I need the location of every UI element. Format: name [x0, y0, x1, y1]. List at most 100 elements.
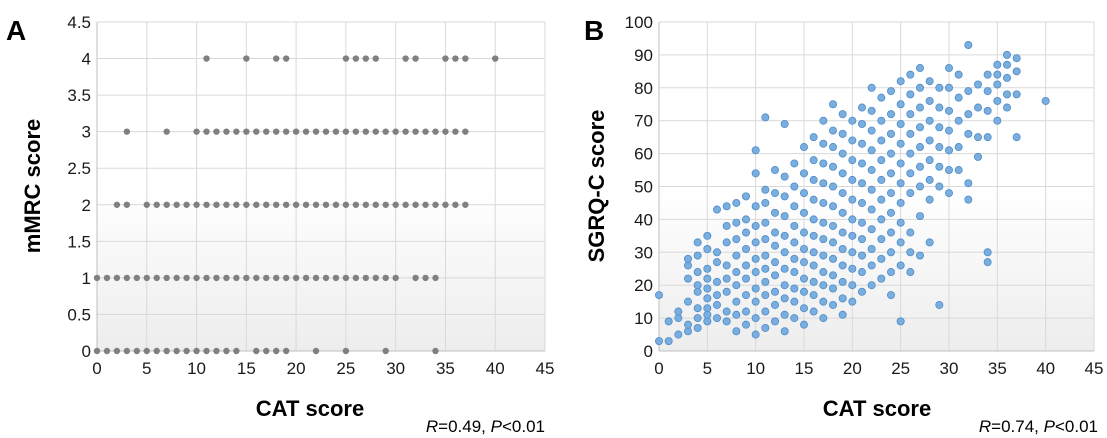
data-point [703, 294, 712, 303]
data-point [402, 55, 409, 62]
data-point [945, 106, 954, 115]
data-point [896, 179, 905, 188]
data-point [213, 128, 220, 135]
x-tick-label: 10 [746, 359, 765, 378]
data-point [790, 221, 799, 230]
data-point [887, 248, 896, 257]
data-point [877, 136, 886, 145]
data-point [732, 327, 741, 336]
data-point [362, 128, 369, 135]
data-point [916, 83, 925, 92]
data-point [123, 128, 131, 135]
data-point [103, 274, 111, 282]
data-point [684, 261, 693, 270]
data-point [935, 103, 944, 112]
data-point [983, 87, 992, 96]
data-point [263, 274, 270, 282]
data-point [925, 96, 934, 105]
data-point [751, 202, 760, 211]
data-point [713, 248, 722, 257]
data-point [732, 235, 741, 244]
data-point [722, 238, 731, 247]
data-point [954, 70, 963, 79]
data-point [732, 297, 741, 306]
data-point [392, 201, 399, 208]
data-point [877, 215, 886, 224]
data-point [780, 248, 789, 257]
data-point [935, 123, 944, 132]
data-point [780, 192, 789, 201]
data-point [848, 195, 857, 204]
data-point [838, 228, 847, 237]
data-point [858, 159, 867, 168]
data-point [1012, 67, 1021, 76]
data-point [123, 201, 131, 208]
data-point [103, 347, 111, 355]
data-point [838, 261, 847, 270]
data-point [193, 274, 200, 282]
data-point [742, 261, 751, 270]
data-point [722, 317, 731, 326]
x-tick-label: 45 [1085, 359, 1104, 378]
data-point [887, 208, 896, 217]
data-point [838, 245, 847, 254]
data-point [906, 90, 915, 99]
data-point [819, 179, 828, 188]
data-point [372, 128, 379, 135]
data-point [655, 291, 664, 300]
data-point [935, 300, 944, 309]
data-point [809, 291, 818, 300]
data-point [263, 347, 270, 355]
data-point [877, 254, 886, 263]
data-point [352, 128, 360, 135]
data-point [193, 201, 200, 208]
y-tick-label: 90 [634, 46, 653, 65]
data-point [1003, 50, 1012, 59]
data-point [780, 119, 789, 128]
data-point [906, 189, 915, 198]
panel-b-grid [658, 21, 1095, 352]
data-point [790, 202, 799, 211]
panel-a-x-tick-labels: 0 5 10 15 20 25 30 35 40 45 [92, 359, 554, 378]
data-point [153, 201, 160, 208]
data-point [906, 129, 915, 138]
data-point [848, 116, 857, 125]
panel-b-points [655, 41, 1050, 346]
data-point [693, 287, 702, 296]
data-point [113, 201, 121, 208]
data-point [664, 337, 673, 346]
data-point [243, 274, 250, 282]
data-point [829, 162, 838, 171]
x-tick-label: 35 [436, 359, 455, 378]
data-point [887, 149, 896, 158]
data-point [954, 93, 963, 102]
y-tick-label: 80 [634, 79, 653, 98]
data-point [896, 139, 905, 148]
data-point [372, 55, 379, 62]
data-point [693, 314, 702, 323]
panel-a-letter: A [6, 15, 26, 46]
data-point [771, 228, 780, 237]
data-point [751, 238, 760, 247]
data-point [858, 235, 867, 244]
data-point [819, 251, 828, 260]
data-point [693, 268, 702, 277]
data-point [352, 274, 360, 282]
panel-b-letter: B [584, 15, 604, 46]
data-point [887, 228, 896, 237]
data-point [780, 212, 789, 221]
data-point [819, 198, 828, 207]
data-point [761, 251, 770, 260]
data-point [858, 103, 867, 112]
data-point [123, 347, 131, 355]
data-point [362, 274, 369, 282]
data-point [925, 116, 934, 125]
data-point [183, 347, 190, 355]
data-point [945, 64, 954, 73]
data-point [732, 218, 741, 227]
data-point [771, 300, 780, 309]
data-point [722, 221, 731, 230]
data-point [751, 169, 760, 178]
data-point [123, 274, 131, 282]
data-point [780, 264, 789, 273]
